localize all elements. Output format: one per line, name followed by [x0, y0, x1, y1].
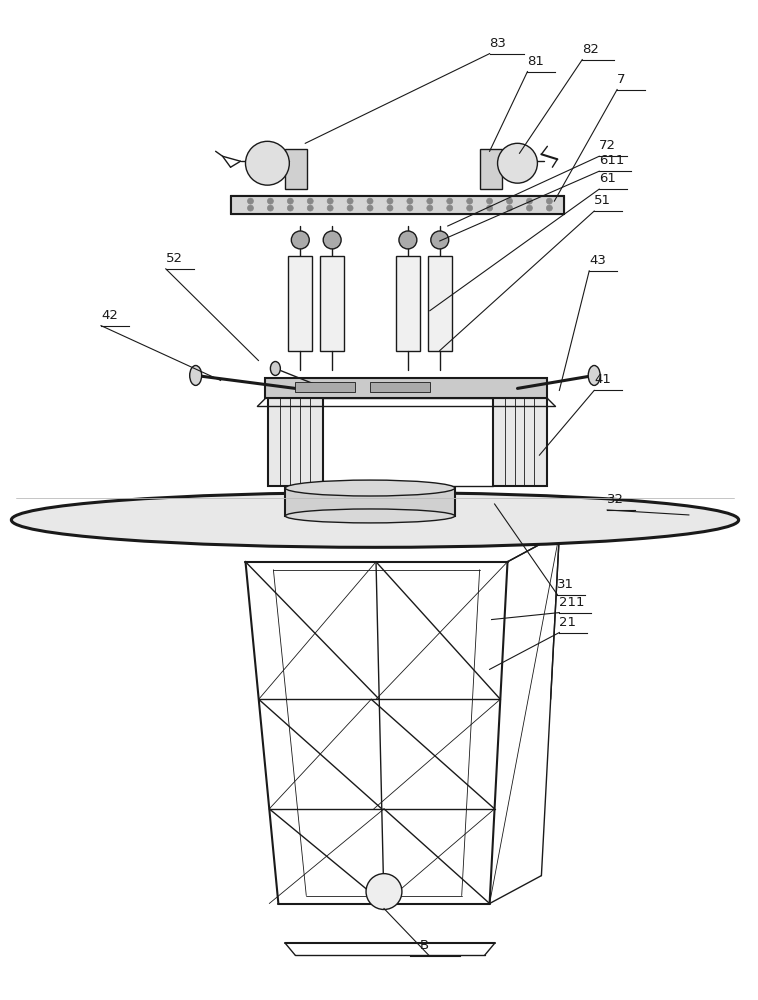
Circle shape — [287, 205, 293, 211]
Ellipse shape — [271, 362, 280, 375]
Circle shape — [547, 198, 553, 204]
Circle shape — [427, 198, 433, 204]
Circle shape — [506, 198, 512, 204]
Bar — [265, 378, 547, 398]
Circle shape — [387, 205, 393, 211]
Circle shape — [446, 205, 453, 211]
Circle shape — [467, 198, 473, 204]
Circle shape — [547, 205, 553, 211]
Text: 51: 51 — [594, 194, 611, 207]
Ellipse shape — [285, 480, 455, 496]
Circle shape — [366, 874, 402, 909]
Circle shape — [307, 198, 313, 204]
Ellipse shape — [190, 365, 202, 385]
Bar — [396, 256, 420, 351]
Text: 41: 41 — [594, 373, 611, 386]
Text: 7: 7 — [617, 73, 625, 86]
Circle shape — [268, 198, 274, 204]
Ellipse shape — [11, 493, 739, 547]
Text: 83: 83 — [490, 37, 506, 50]
Circle shape — [487, 205, 493, 211]
Bar — [493, 398, 547, 486]
Text: 82: 82 — [582, 43, 599, 56]
Bar — [320, 256, 344, 351]
Circle shape — [327, 205, 334, 211]
Circle shape — [407, 205, 413, 211]
Ellipse shape — [588, 365, 600, 385]
Text: 52: 52 — [166, 252, 183, 265]
Circle shape — [307, 205, 313, 211]
Text: 211: 211 — [559, 596, 585, 609]
Text: 31: 31 — [557, 578, 575, 591]
Circle shape — [506, 205, 512, 211]
Ellipse shape — [285, 509, 455, 523]
Bar — [428, 256, 452, 351]
Circle shape — [431, 231, 449, 249]
Text: B: B — [420, 939, 429, 952]
Text: 43: 43 — [589, 254, 606, 267]
Text: 32: 32 — [607, 493, 624, 506]
Circle shape — [247, 198, 253, 204]
Circle shape — [323, 231, 341, 249]
Text: 21: 21 — [559, 616, 576, 629]
Circle shape — [246, 141, 290, 185]
Circle shape — [347, 205, 353, 211]
Circle shape — [367, 198, 373, 204]
Circle shape — [427, 205, 433, 211]
Circle shape — [387, 198, 393, 204]
Circle shape — [527, 198, 532, 204]
Text: 81: 81 — [528, 55, 544, 68]
Circle shape — [446, 198, 453, 204]
Circle shape — [247, 205, 253, 211]
Bar — [285, 149, 307, 189]
Bar — [296, 382, 355, 392]
Text: 42: 42 — [101, 309, 118, 322]
Bar — [480, 149, 502, 189]
Bar — [230, 196, 564, 214]
Bar — [268, 398, 323, 486]
Text: 611: 611 — [599, 154, 625, 167]
Bar — [370, 382, 430, 392]
Text: 61: 61 — [599, 172, 616, 185]
Circle shape — [497, 143, 537, 183]
Circle shape — [367, 205, 373, 211]
Text: 72: 72 — [599, 139, 616, 152]
Circle shape — [327, 198, 334, 204]
Circle shape — [268, 205, 274, 211]
Circle shape — [291, 231, 309, 249]
Circle shape — [347, 198, 353, 204]
Bar — [285, 488, 455, 516]
Circle shape — [467, 205, 473, 211]
Circle shape — [407, 198, 413, 204]
Bar — [288, 256, 312, 351]
Circle shape — [399, 231, 417, 249]
Circle shape — [287, 198, 293, 204]
Circle shape — [527, 205, 532, 211]
Circle shape — [487, 198, 493, 204]
